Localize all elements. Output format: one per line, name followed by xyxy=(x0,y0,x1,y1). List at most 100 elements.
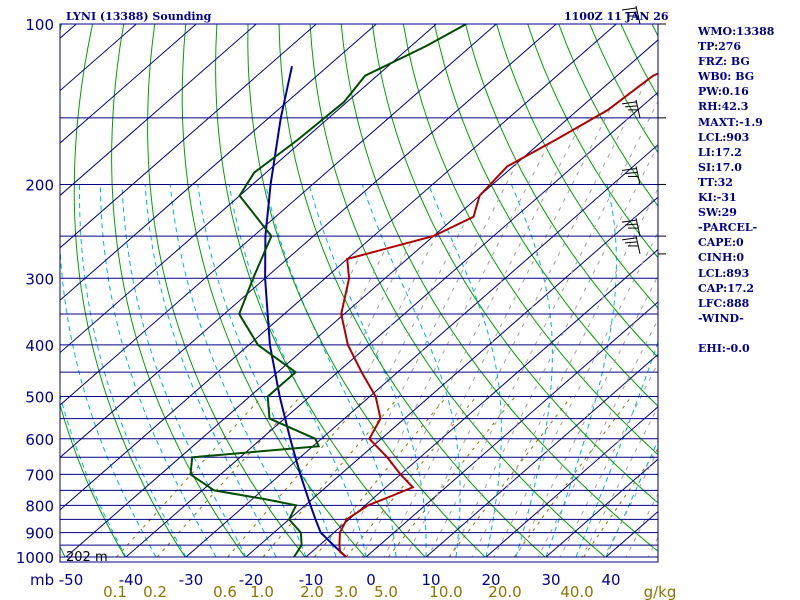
temperature-tick-label: 0 xyxy=(366,571,376,589)
station-title: LYNI (13388) Sounding xyxy=(66,10,212,23)
stat-line: SW:29 xyxy=(698,206,737,220)
hatch-line xyxy=(395,24,658,557)
pressure-tick-label: 800 xyxy=(25,497,54,515)
isotherm-line xyxy=(65,39,658,558)
mixing-ratio-label: 5.0 xyxy=(374,583,398,600)
hatch-line xyxy=(351,24,658,557)
mixing-ratio-label: 20.0 xyxy=(488,583,521,600)
wind-barbs xyxy=(621,5,641,255)
isotherm-line xyxy=(60,24,197,144)
pressure-tick-label: 700 xyxy=(25,466,54,484)
temperature-tick-label: -20 xyxy=(239,571,264,589)
dry-adiabats xyxy=(60,24,658,558)
mixing-ratio-label: 10.0 xyxy=(429,583,462,600)
wind-barb xyxy=(621,99,641,118)
isotherm-line xyxy=(365,301,658,558)
stat-line: WB0: BG xyxy=(698,70,755,84)
pressure-tick-label: 300 xyxy=(25,270,54,288)
isotherm-line xyxy=(425,353,658,558)
parcel-trace xyxy=(264,65,347,558)
mixing-ratio-line xyxy=(448,396,572,558)
stat-line: KI:-31 xyxy=(698,191,737,205)
moist-adiabat xyxy=(79,184,187,558)
isotherm-line xyxy=(60,24,557,459)
sounding-profiles xyxy=(189,24,658,558)
stat-line xyxy=(698,326,798,341)
stat-line: WMO:13388 xyxy=(698,25,775,38)
stat-line: LI:17.2 xyxy=(698,145,742,159)
isotherm-line xyxy=(60,24,497,406)
isotherm-line xyxy=(545,458,658,558)
temperature-tick-label: -10 xyxy=(299,571,324,589)
pressure-tick-label: 100 xyxy=(25,16,54,34)
moist-adiabat xyxy=(121,184,247,558)
moist-adiabat xyxy=(510,184,553,558)
stat-line: LFC:888 xyxy=(698,296,750,310)
stat-line: LCL:903 xyxy=(698,130,750,144)
isotherm-line xyxy=(60,24,257,197)
pressure-tick-label: 1000 xyxy=(16,549,54,567)
temperature-tick-label: 10 xyxy=(421,571,440,589)
mixing-ratio-label: 0.2 xyxy=(143,583,167,600)
pressure-tick-label: 500 xyxy=(25,389,54,407)
isobars xyxy=(60,23,666,558)
hatch-line xyxy=(483,24,658,557)
stat-line: EHI:-0.0 xyxy=(698,341,750,355)
stat-line: LCL:893 xyxy=(698,266,750,280)
wind-barb xyxy=(621,235,641,255)
temperature-tick-label: 30 xyxy=(541,571,560,589)
moist-adiabat xyxy=(545,184,617,558)
isotherm-line xyxy=(245,196,658,558)
stat-line: -PARCEL- xyxy=(698,221,758,235)
isotherm-line xyxy=(60,24,437,354)
pressure-tick-label: 200 xyxy=(25,176,54,194)
mixing-ratio-line xyxy=(314,396,448,558)
temperature-tick-label: 40 xyxy=(601,571,620,589)
isotherm-line xyxy=(485,406,658,558)
mixing-ratio-label: 0.1 xyxy=(103,583,127,600)
moist-adiabat xyxy=(575,340,658,558)
hatch-line xyxy=(527,24,658,557)
sounding-time: 1100Z 11 JAN 26 xyxy=(564,10,669,23)
surface-height-label: 202 m xyxy=(66,550,108,565)
stat-line: MAXT:-1.9 xyxy=(698,115,763,129)
isotherm-line xyxy=(305,248,658,558)
temperature-tick-label: 20 xyxy=(481,571,500,589)
isotherm-line xyxy=(60,24,617,511)
stat-line: -WIND- xyxy=(698,311,744,325)
mixing-ratio-label: 2.0 xyxy=(300,583,324,600)
stat-line: PW:0.16 xyxy=(698,85,749,99)
temperature-tick-label: -40 xyxy=(119,571,144,589)
temperature-tick-label: -30 xyxy=(179,571,204,589)
stat-line: FRZ: BG xyxy=(698,55,750,69)
stat-line: TT:32 xyxy=(698,175,733,189)
moist-adiabat xyxy=(144,184,277,558)
hatch-line xyxy=(373,24,658,557)
dry-adiabat xyxy=(371,24,658,504)
stat-line: CAP:17.2 xyxy=(698,281,755,295)
mixing-ratio-label: 1.0 xyxy=(250,583,274,600)
stat-line: TP:276 xyxy=(698,40,742,54)
stats-panel: WMO:13388 TP:276 FRZ: BG WB0: BG PW:0.16 RH:4… xyxy=(698,24,798,356)
pressure-tick-label: 900 xyxy=(25,525,54,543)
hatch-line xyxy=(505,24,658,557)
mixing-ratio-line xyxy=(227,396,367,558)
mixing-ratio-label: 0.6 xyxy=(213,583,237,600)
wind-barb xyxy=(621,5,641,25)
moist-adiabat xyxy=(197,184,337,558)
dewpoint-trace xyxy=(189,24,467,558)
hatch-line xyxy=(339,24,658,557)
stat-line: SI:17.0 xyxy=(698,160,742,174)
isotherms xyxy=(60,24,658,558)
hatch-line xyxy=(571,24,658,557)
stat-line: CINH:0 xyxy=(698,251,745,265)
mixing-ratio-label: 40.0 xyxy=(560,583,593,600)
hatch-line xyxy=(439,24,658,557)
temperature-trace xyxy=(338,72,658,558)
dry-adiabat xyxy=(215,24,426,558)
moist-adiabats xyxy=(60,184,658,558)
stat-line: RH:42.3 xyxy=(698,100,749,114)
stat-line: CAPE:0 xyxy=(698,236,744,250)
